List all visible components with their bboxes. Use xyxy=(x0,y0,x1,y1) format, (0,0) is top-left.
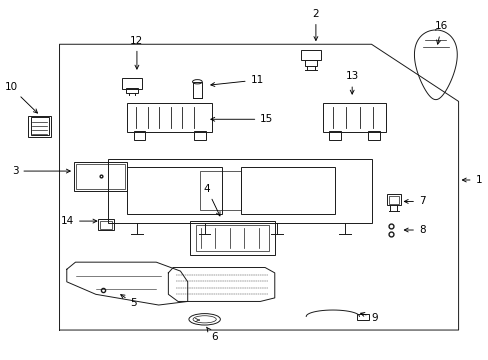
Text: 12: 12 xyxy=(130,36,143,69)
Bar xyxy=(367,131,379,140)
Text: 4: 4 xyxy=(203,184,220,216)
Bar xyxy=(386,194,400,205)
Text: 13: 13 xyxy=(345,71,358,94)
Text: 14: 14 xyxy=(61,216,97,226)
Text: 16: 16 xyxy=(434,21,447,44)
Text: 2: 2 xyxy=(312,9,319,40)
Bar xyxy=(127,167,221,214)
Bar xyxy=(76,164,124,189)
Bar xyxy=(301,50,320,60)
Text: 9: 9 xyxy=(360,312,377,323)
Text: 7: 7 xyxy=(404,197,425,206)
Bar xyxy=(194,131,205,140)
Bar xyxy=(241,167,335,214)
Bar xyxy=(108,158,371,223)
Bar xyxy=(388,196,398,203)
Text: 1: 1 xyxy=(462,175,481,185)
Text: 5: 5 xyxy=(121,294,137,308)
Text: 15: 15 xyxy=(210,114,273,124)
Bar xyxy=(133,131,145,140)
Bar xyxy=(304,60,317,66)
Text: 6: 6 xyxy=(206,327,217,342)
Bar xyxy=(100,221,112,229)
Bar xyxy=(122,78,142,89)
Bar xyxy=(323,103,385,132)
Bar xyxy=(28,116,51,137)
Bar xyxy=(190,221,274,255)
Bar xyxy=(74,162,127,191)
Bar xyxy=(98,219,114,230)
Bar xyxy=(192,82,202,98)
Text: 8: 8 xyxy=(404,225,425,235)
Bar xyxy=(329,131,340,140)
Bar xyxy=(196,225,268,251)
Text: 3: 3 xyxy=(12,166,70,176)
Text: 11: 11 xyxy=(210,75,264,86)
Bar xyxy=(127,103,211,132)
Text: 10: 10 xyxy=(4,82,38,113)
Bar xyxy=(30,117,49,135)
Bar xyxy=(125,88,138,93)
Bar xyxy=(356,314,368,320)
Bar xyxy=(200,171,241,210)
